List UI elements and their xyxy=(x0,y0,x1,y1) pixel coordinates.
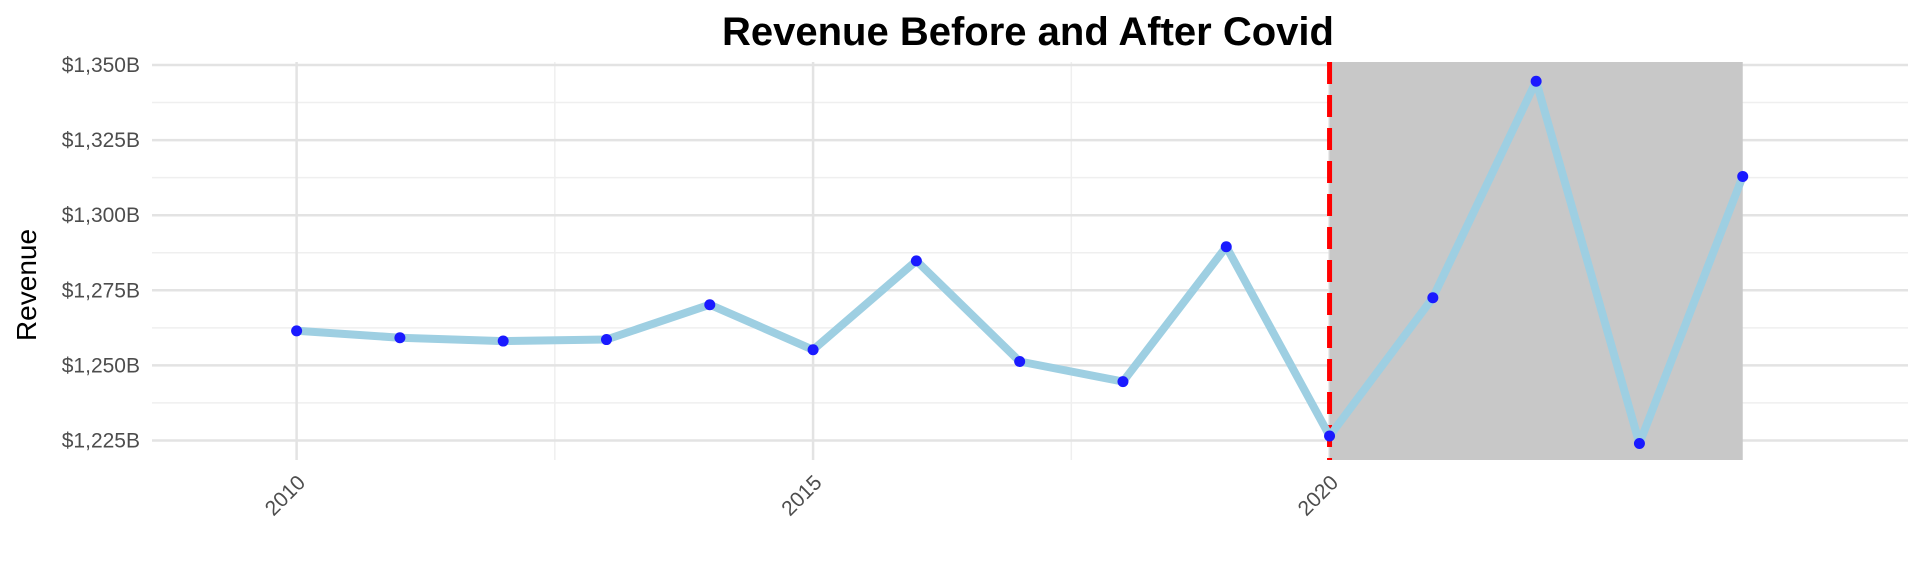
y-tick-label: $1,325B xyxy=(62,129,140,152)
y-tick-label: $1,250B xyxy=(62,354,140,377)
y-tick-label: $1,300B xyxy=(62,204,140,227)
data-point xyxy=(1117,376,1129,388)
y-tick-label: $1,225B xyxy=(62,429,140,452)
data-point xyxy=(394,332,406,344)
plot-area: $1,225B $1,250B $1,275B $1,300B $1,325B $1,35… xyxy=(62,54,1908,520)
data-point xyxy=(1324,430,1336,442)
covid-shaded-region xyxy=(1329,62,1743,460)
data-point xyxy=(497,335,509,347)
y-tick-label: $1,350B xyxy=(62,54,140,77)
y-axis-label: Revenue xyxy=(11,229,42,341)
data-point xyxy=(910,255,922,267)
data-point xyxy=(291,325,303,337)
data-point xyxy=(1220,241,1232,253)
data-point xyxy=(807,344,819,356)
data-point xyxy=(1427,292,1439,304)
x-tick-label: 2010 xyxy=(261,471,310,520)
data-point xyxy=(1633,437,1645,449)
x-tick-label: 2015 xyxy=(777,471,826,520)
data-point xyxy=(600,334,612,346)
x-tick-label: 2020 xyxy=(1294,471,1343,520)
y-tick-label: $1,275B xyxy=(62,279,140,302)
data-point xyxy=(1530,75,1542,87)
data-point xyxy=(1737,170,1749,182)
data-point xyxy=(704,299,716,311)
chart-title: Revenue Before and After Covid xyxy=(722,10,1334,54)
data-point xyxy=(1014,355,1026,367)
